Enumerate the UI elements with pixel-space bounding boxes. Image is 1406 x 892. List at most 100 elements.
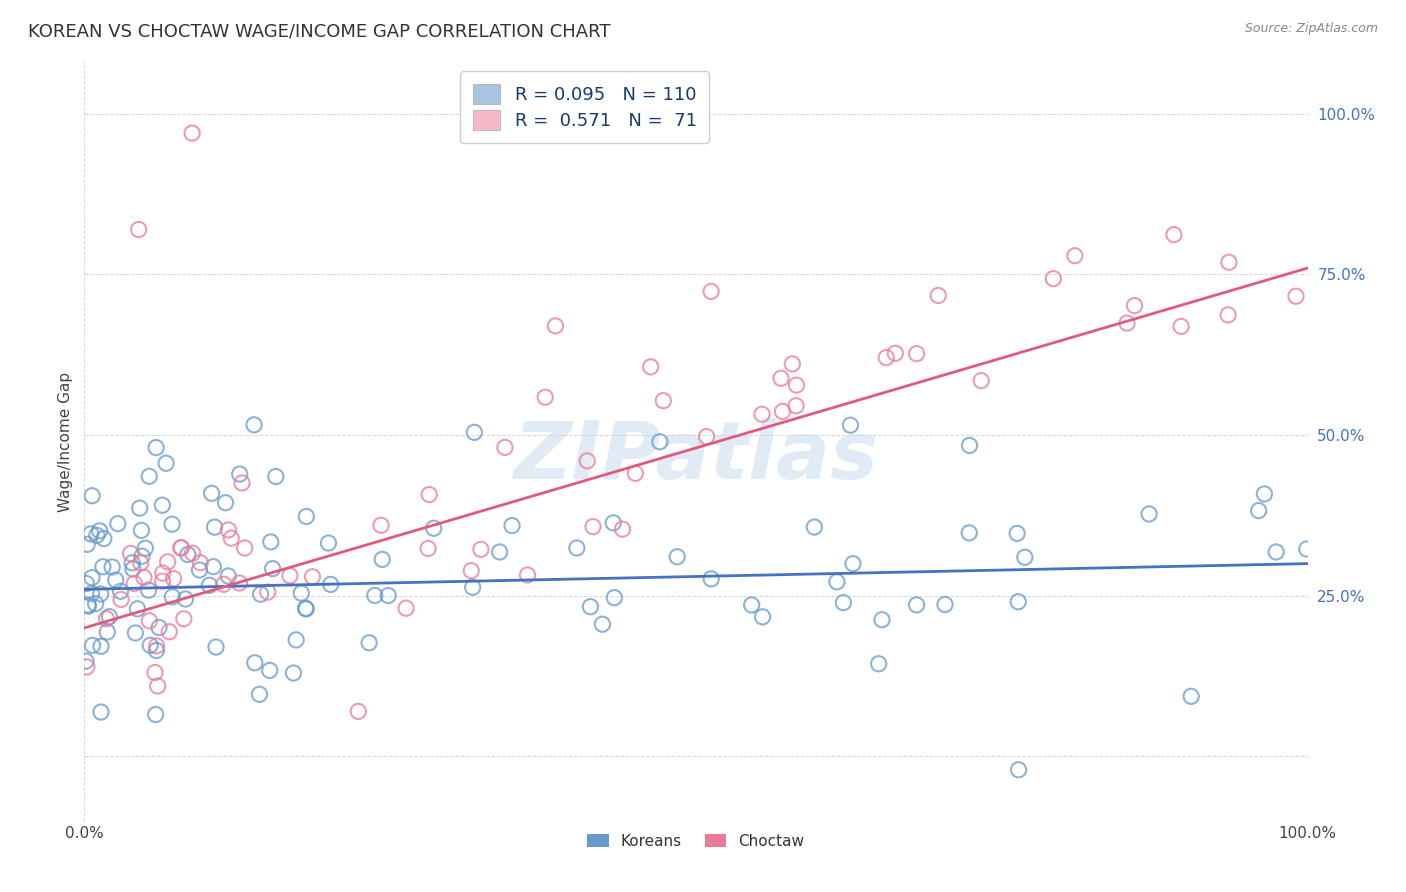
Point xyxy=(839,418,862,433)
Point xyxy=(249,687,271,701)
Point xyxy=(217,569,239,583)
Point xyxy=(80,586,103,600)
Point xyxy=(181,126,204,140)
Point xyxy=(501,518,523,533)
Point xyxy=(98,609,121,624)
Point xyxy=(86,528,108,542)
Point xyxy=(868,657,890,671)
Point xyxy=(785,378,807,392)
Point xyxy=(217,523,239,537)
Point xyxy=(1163,227,1185,242)
Point xyxy=(200,486,222,500)
Point xyxy=(84,597,107,611)
Point xyxy=(101,560,124,574)
Point xyxy=(395,601,418,615)
Point xyxy=(1116,316,1139,330)
Point xyxy=(77,599,100,613)
Point xyxy=(295,509,318,524)
Point xyxy=(1007,763,1029,777)
Point xyxy=(138,469,160,483)
Y-axis label: Wage/Income Gap: Wage/Income Gap xyxy=(58,371,73,512)
Point xyxy=(700,572,723,586)
Point xyxy=(278,568,301,582)
Point xyxy=(264,469,287,483)
Point xyxy=(884,346,907,360)
Point xyxy=(134,541,156,556)
Point xyxy=(75,654,97,668)
Point xyxy=(602,516,624,530)
Point xyxy=(1216,308,1239,322)
Point xyxy=(131,524,153,538)
Point xyxy=(132,570,155,584)
Point xyxy=(377,589,399,603)
Point xyxy=(700,285,723,299)
Point xyxy=(347,705,370,719)
Point xyxy=(418,487,440,501)
Point xyxy=(122,576,145,591)
Point xyxy=(170,541,193,555)
Point xyxy=(124,626,146,640)
Point xyxy=(603,591,626,605)
Point xyxy=(970,374,993,388)
Point xyxy=(770,371,793,385)
Point xyxy=(461,580,484,594)
Point xyxy=(243,656,266,670)
Point xyxy=(89,524,111,538)
Point xyxy=(162,590,184,604)
Point xyxy=(82,489,104,503)
Point xyxy=(782,357,804,371)
Point xyxy=(259,664,281,678)
Point xyxy=(370,518,392,533)
Point xyxy=(772,404,794,418)
Point xyxy=(219,531,242,545)
Point xyxy=(1137,507,1160,521)
Point xyxy=(260,535,283,549)
Point xyxy=(228,576,250,591)
Point xyxy=(301,570,323,584)
Point xyxy=(295,602,318,616)
Point xyxy=(494,441,516,455)
Point xyxy=(90,640,112,654)
Point xyxy=(188,556,211,570)
Point xyxy=(516,568,538,582)
Point xyxy=(751,407,773,421)
Point xyxy=(290,586,312,600)
Point xyxy=(174,592,197,607)
Point xyxy=(145,643,167,657)
Point xyxy=(905,347,928,361)
Point xyxy=(959,438,981,452)
Point xyxy=(231,475,253,490)
Point xyxy=(927,288,949,302)
Point xyxy=(582,519,605,533)
Point xyxy=(905,598,928,612)
Point xyxy=(131,549,153,564)
Point xyxy=(612,522,634,536)
Point xyxy=(110,592,132,607)
Point xyxy=(139,638,162,652)
Point xyxy=(155,456,177,470)
Point xyxy=(1170,319,1192,334)
Point xyxy=(228,467,250,482)
Point xyxy=(1285,289,1308,303)
Point xyxy=(107,516,129,531)
Point xyxy=(145,639,167,653)
Point xyxy=(1014,550,1036,565)
Point xyxy=(422,521,444,535)
Point xyxy=(875,351,897,365)
Point xyxy=(488,545,510,559)
Text: Source: ZipAtlas.com: Source: ZipAtlas.com xyxy=(1244,22,1378,36)
Point xyxy=(666,549,689,564)
Point xyxy=(1253,487,1275,501)
Point xyxy=(233,541,256,555)
Point xyxy=(204,520,226,534)
Point xyxy=(152,574,174,588)
Point xyxy=(75,576,97,591)
Point xyxy=(591,617,613,632)
Point xyxy=(148,620,170,634)
Point xyxy=(648,434,671,449)
Point xyxy=(741,598,763,612)
Point xyxy=(145,707,167,722)
Point xyxy=(76,598,98,612)
Point xyxy=(96,612,118,626)
Point xyxy=(128,222,150,236)
